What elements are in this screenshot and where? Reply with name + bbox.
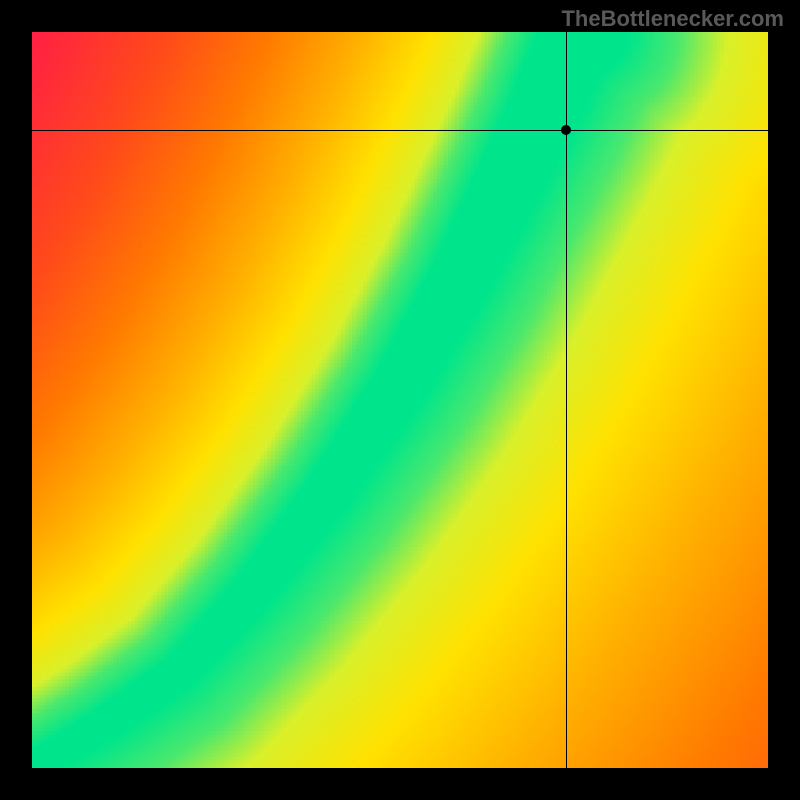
crosshair-dot <box>561 125 571 135</box>
heatmap-plot <box>32 32 768 768</box>
heatmap-canvas <box>32 32 768 768</box>
crosshair-horizontal <box>32 130 768 131</box>
watermark-text: TheBottlenecker.com <box>561 6 784 32</box>
crosshair-vertical <box>566 32 567 768</box>
